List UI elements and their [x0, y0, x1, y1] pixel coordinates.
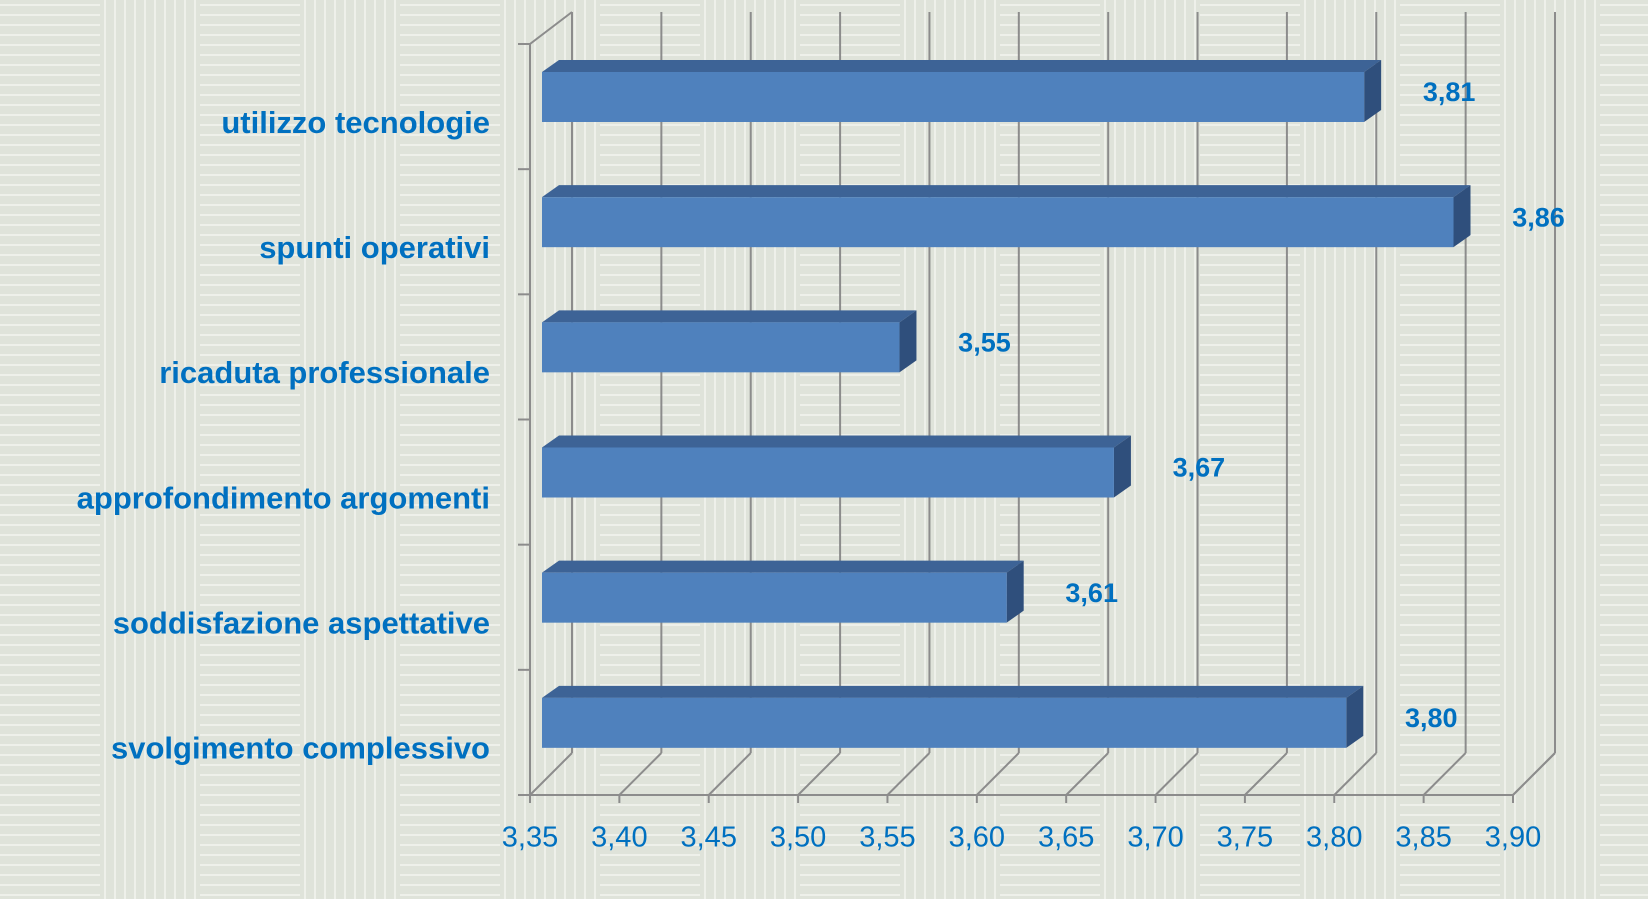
- x-tick-label: 3,80: [1306, 822, 1362, 854]
- bar-front: [542, 572, 1007, 623]
- x-tick-label: 3,50: [770, 822, 826, 854]
- y-tick-label: approfondimento argomenti: [77, 480, 490, 515]
- bar-side: [1453, 185, 1471, 248]
- floor-grid-line: [797, 752, 841, 796]
- bar-top: [542, 60, 1382, 72]
- y-tick-label: svolgimento complessivo: [111, 731, 490, 766]
- floor-grid-line: [618, 752, 663, 796]
- y-tick-label: utilizzo tecnologie: [221, 105, 490, 140]
- bar: [542, 310, 917, 373]
- floor-grid-line: [1154, 752, 1199, 796]
- bar: [542, 560, 1024, 623]
- bar-front: [542, 447, 1114, 498]
- floor-grid-line: [529, 752, 573, 796]
- bar-top: [542, 185, 1471, 198]
- bar-front: [542, 697, 1347, 748]
- bar: [542, 185, 1471, 248]
- floor-grid-line: [1512, 752, 1556, 796]
- value-label: 3,61: [1065, 578, 1118, 608]
- value-label: 3,67: [1173, 453, 1226, 483]
- x-tick-label: 3,70: [1127, 822, 1183, 854]
- floor-grid-line: [1244, 752, 1288, 796]
- floor-grid-line: [708, 752, 752, 796]
- bar-front: [542, 197, 1454, 248]
- bar-front: [542, 72, 1365, 122]
- x-tick-label: 3,45: [681, 822, 737, 854]
- y-tick-label: soddisfazione aspettative: [113, 605, 490, 640]
- x-tick-label: 3,75: [1217, 822, 1273, 854]
- x-tick-label: 3,60: [949, 822, 1005, 854]
- bar-side: [1346, 685, 1364, 748]
- bar-top: [542, 560, 1024, 573]
- value-label: 3,55: [958, 327, 1011, 357]
- bar-top: [542, 685, 1364, 698]
- x-tick-label: 3,40: [591, 822, 647, 854]
- x-tick-label: 3,65: [1038, 822, 1094, 854]
- x-tick-label: 3,85: [1395, 822, 1451, 854]
- bar: [542, 435, 1131, 498]
- bar-side: [899, 310, 917, 373]
- bar-side: [1006, 560, 1024, 623]
- value-label: 3,81: [1423, 77, 1476, 107]
- floor-grid-line: [1065, 752, 1109, 796]
- x-tick-label: 3,90: [1485, 822, 1541, 854]
- value-label: 3,86: [1512, 202, 1565, 232]
- floor-grid-line: [976, 752, 1020, 796]
- bar-front: [542, 322, 900, 373]
- bar-side: [1113, 435, 1131, 498]
- value-label: 3,80: [1405, 703, 1458, 733]
- bar-top: [542, 310, 917, 323]
- floor-grid-line: [1422, 752, 1467, 796]
- bar: [542, 685, 1364, 748]
- floor-grid-line: [886, 752, 931, 796]
- y-tick-label: ricaduta professionale: [159, 355, 490, 390]
- bar: [542, 60, 1382, 122]
- x-tick-label: 3,55: [859, 822, 915, 854]
- y-tick-label: spunti operativi: [259, 230, 490, 265]
- floor-grid-line: [1333, 752, 1377, 796]
- x-tick-label: 3,35: [502, 822, 558, 854]
- bar-top: [542, 435, 1131, 448]
- bar-side: [1364, 60, 1382, 122]
